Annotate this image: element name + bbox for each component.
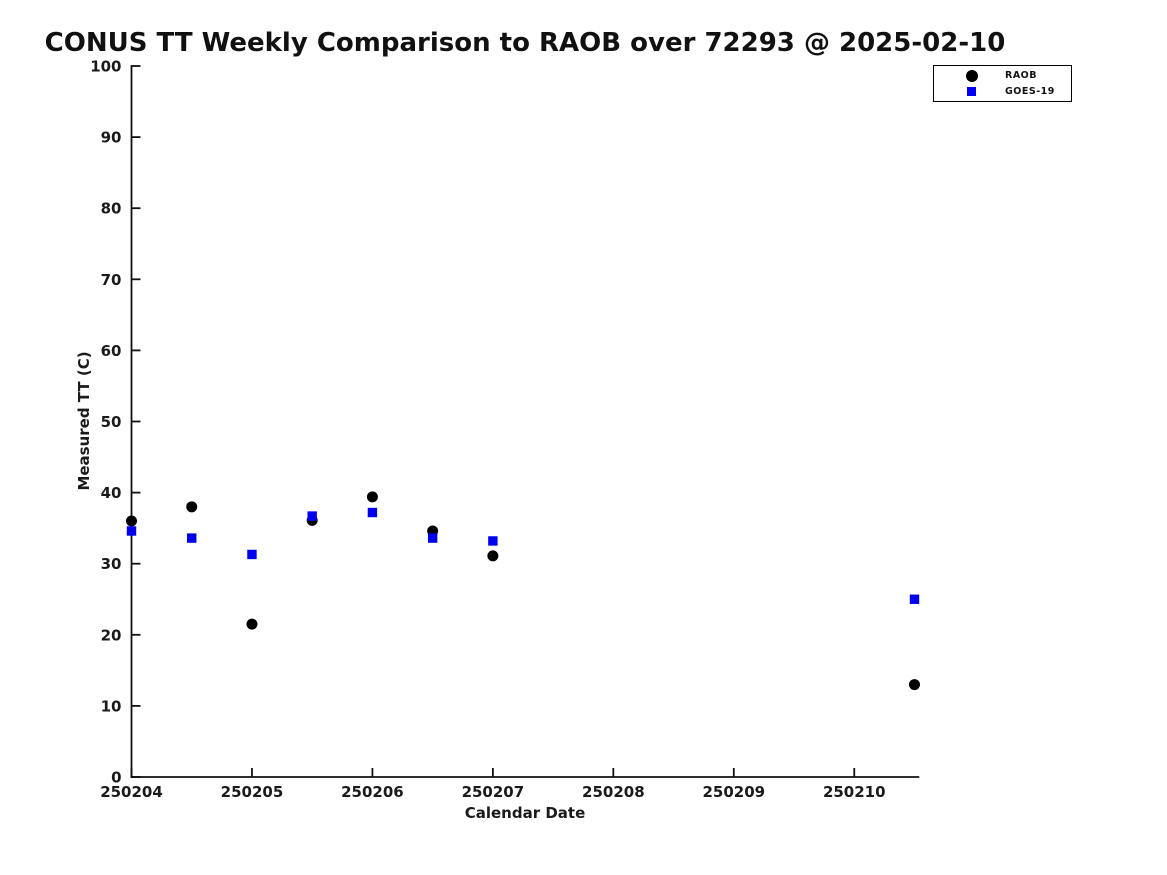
data-point-raob xyxy=(908,679,920,691)
x-tick-label: 250205 xyxy=(221,783,284,801)
data-point-goes-19 xyxy=(187,533,197,543)
y-tick-label: 70 xyxy=(101,271,122,289)
y-tick-label: 50 xyxy=(101,413,122,431)
axes-ticks xyxy=(130,65,856,778)
data-point-goes-19 xyxy=(307,511,317,521)
x-tick-label: 250207 xyxy=(462,783,525,801)
legend-label-raob: RAOB xyxy=(1005,70,1037,81)
legend-label-goes-19: GOES-19 xyxy=(1005,86,1055,97)
goes-19-marker-cell xyxy=(965,85,978,98)
y-tick-label: 20 xyxy=(101,626,122,644)
y-tick-label: 60 xyxy=(101,342,122,360)
x-tick-label: 250208 xyxy=(582,783,645,801)
x-tick-label: 250204 xyxy=(100,783,163,801)
raob-circle-marker-icon xyxy=(965,69,978,82)
data-point-raob xyxy=(487,550,499,562)
data-point-goes-19 xyxy=(909,594,920,604)
y-tick-label: 30 xyxy=(101,555,122,573)
data-point-goes-19 xyxy=(427,533,438,543)
data-points xyxy=(126,491,920,691)
x-axis-label: Calendar Date xyxy=(464,804,586,822)
legend-item-raob: RAOB xyxy=(934,69,1071,82)
y-tick-label: 100 xyxy=(90,58,121,76)
raob-marker-cell xyxy=(965,69,978,82)
x-tick-label: 250210 xyxy=(823,783,886,801)
x-tick-label: 250206 xyxy=(341,783,404,801)
axes-tick-labels: 250204 250205 250206 250207 250208 250209 2502… xyxy=(90,58,885,802)
chart-title: CONUS TT Weekly Comparison to RAOB over … xyxy=(44,28,1006,58)
y-tick-label: 10 xyxy=(101,697,122,715)
y-tick-label: 40 xyxy=(101,484,122,502)
data-point-raob xyxy=(126,515,137,527)
data-point-raob xyxy=(186,501,198,513)
x-tick-label: 250209 xyxy=(702,783,765,801)
legend-item-goes-19: GOES-19 xyxy=(934,85,1071,98)
data-point-goes-19 xyxy=(367,507,378,518)
data-point-raob xyxy=(366,491,378,503)
data-point-goes-19 xyxy=(488,536,498,546)
data-point-goes-19 xyxy=(247,549,257,560)
data-point-raob xyxy=(246,618,258,630)
data-point-goes-19 xyxy=(126,526,137,536)
legend: RAOB GOES-19 xyxy=(933,65,1072,102)
y-tick-label: 80 xyxy=(101,200,122,218)
axes-spines xyxy=(130,65,920,778)
goes-19-square-marker-icon xyxy=(967,87,976,96)
y-tick-label: 90 xyxy=(101,129,122,147)
y-tick-label: 0 xyxy=(111,769,121,787)
